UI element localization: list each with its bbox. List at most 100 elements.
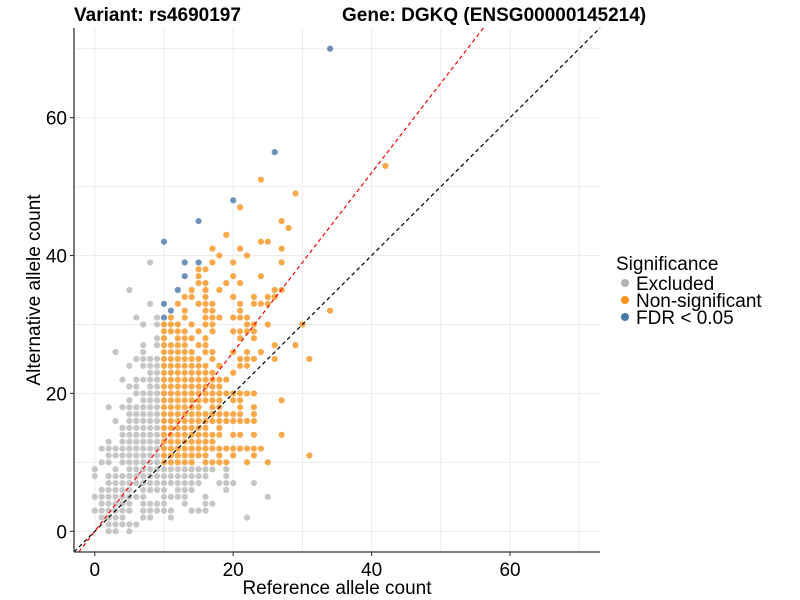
- data-point: [147, 438, 154, 445]
- data-point: [140, 342, 147, 349]
- data-point: [167, 466, 174, 473]
- data-point: [167, 424, 174, 431]
- data-point: [160, 404, 168, 411]
- data-point: [202, 424, 209, 431]
- data-point: [112, 452, 119, 459]
- data-point: [188, 397, 195, 404]
- data-point: [250, 445, 258, 452]
- data-point: [98, 445, 105, 452]
- data-point: [181, 397, 188, 404]
- chart-title-variant: Variant: rs4690197: [74, 5, 241, 26]
- data-point: [250, 417, 258, 425]
- data-point: [250, 300, 258, 307]
- data-point: [160, 238, 168, 245]
- data-point: [209, 431, 216, 438]
- data-point: [181, 417, 188, 425]
- data-point: [230, 445, 237, 452]
- data-point: [140, 473, 147, 480]
- legend-swatch-fdr: [621, 313, 629, 321]
- data-point: [140, 397, 147, 404]
- data-point: [202, 348, 209, 356]
- data-point: [126, 397, 133, 404]
- data-point: [140, 348, 147, 356]
- data-point: [153, 355, 161, 363]
- data-point: [160, 321, 168, 328]
- data-point: [271, 286, 278, 294]
- data-point: [181, 445, 188, 452]
- legend-swatch-non-significant: [621, 296, 629, 304]
- data-point: [160, 411, 168, 418]
- data-point: [147, 383, 154, 390]
- data-point: [140, 486, 147, 494]
- data-point: [326, 45, 334, 52]
- data-point: [167, 514, 174, 521]
- data-point: [147, 300, 154, 307]
- data-point: [140, 431, 147, 438]
- data-point: [188, 424, 195, 431]
- data-point: [202, 286, 209, 294]
- data-point: [278, 431, 285, 438]
- data-point: [160, 500, 168, 507]
- data-point: [167, 369, 174, 376]
- data-point: [153, 383, 161, 390]
- data-point: [147, 507, 154, 514]
- legend-swatch-excluded: [621, 279, 629, 287]
- data-point: [119, 445, 126, 452]
- data-point: [126, 459, 133, 466]
- data-point: [237, 300, 244, 307]
- data-point: [250, 355, 258, 363]
- data-point: [216, 314, 223, 321]
- data-point: [119, 493, 126, 500]
- data-point: [223, 231, 230, 238]
- legend: Significance Excluded Non-significant FD…: [616, 254, 762, 329]
- data-point: [126, 411, 133, 418]
- data-point: [126, 438, 133, 445]
- data-point: [160, 507, 168, 514]
- data-point: [105, 459, 112, 466]
- data-point: [133, 445, 140, 452]
- data-point: [188, 411, 195, 418]
- data-point: [181, 452, 188, 459]
- data-point: [119, 507, 126, 514]
- data-point: [264, 493, 271, 500]
- points: [91, 45, 389, 535]
- data-point: [181, 390, 188, 397]
- data-point: [230, 479, 237, 487]
- data-point: [140, 390, 147, 397]
- data-point: [209, 438, 216, 445]
- reference-line-expected-ratio: [78, 27, 484, 553]
- data-point: [160, 383, 168, 390]
- data-point: [230, 417, 237, 425]
- data-point: [133, 424, 140, 431]
- data-point: [126, 521, 133, 528]
- y-tick-label: 60: [46, 109, 67, 130]
- data-point: [181, 466, 188, 473]
- data-point: [202, 314, 209, 321]
- data-point: [278, 217, 285, 225]
- data-point: [181, 493, 188, 500]
- data-point: [243, 459, 251, 466]
- x-tick-label: 60: [499, 560, 520, 581]
- data-point: [209, 307, 216, 314]
- data-point: [216, 445, 223, 452]
- data-point: [202, 266, 209, 273]
- data-point: [209, 417, 216, 425]
- data-point: [105, 521, 112, 528]
- data-point: [230, 273, 237, 280]
- data-point: [181, 459, 188, 466]
- data-point: [202, 335, 209, 342]
- data-point: [209, 459, 216, 466]
- data-point: [160, 369, 168, 376]
- data-point: [216, 376, 223, 383]
- data-point: [174, 328, 181, 335]
- data-point: [202, 445, 209, 452]
- data-point: [140, 321, 147, 328]
- data-point: [174, 459, 181, 466]
- data-point: [223, 445, 230, 452]
- x-tick-label: 0: [89, 560, 100, 581]
- data-point: [119, 424, 126, 431]
- data-point: [209, 314, 216, 321]
- data-point: [250, 335, 258, 342]
- data-point: [209, 500, 216, 507]
